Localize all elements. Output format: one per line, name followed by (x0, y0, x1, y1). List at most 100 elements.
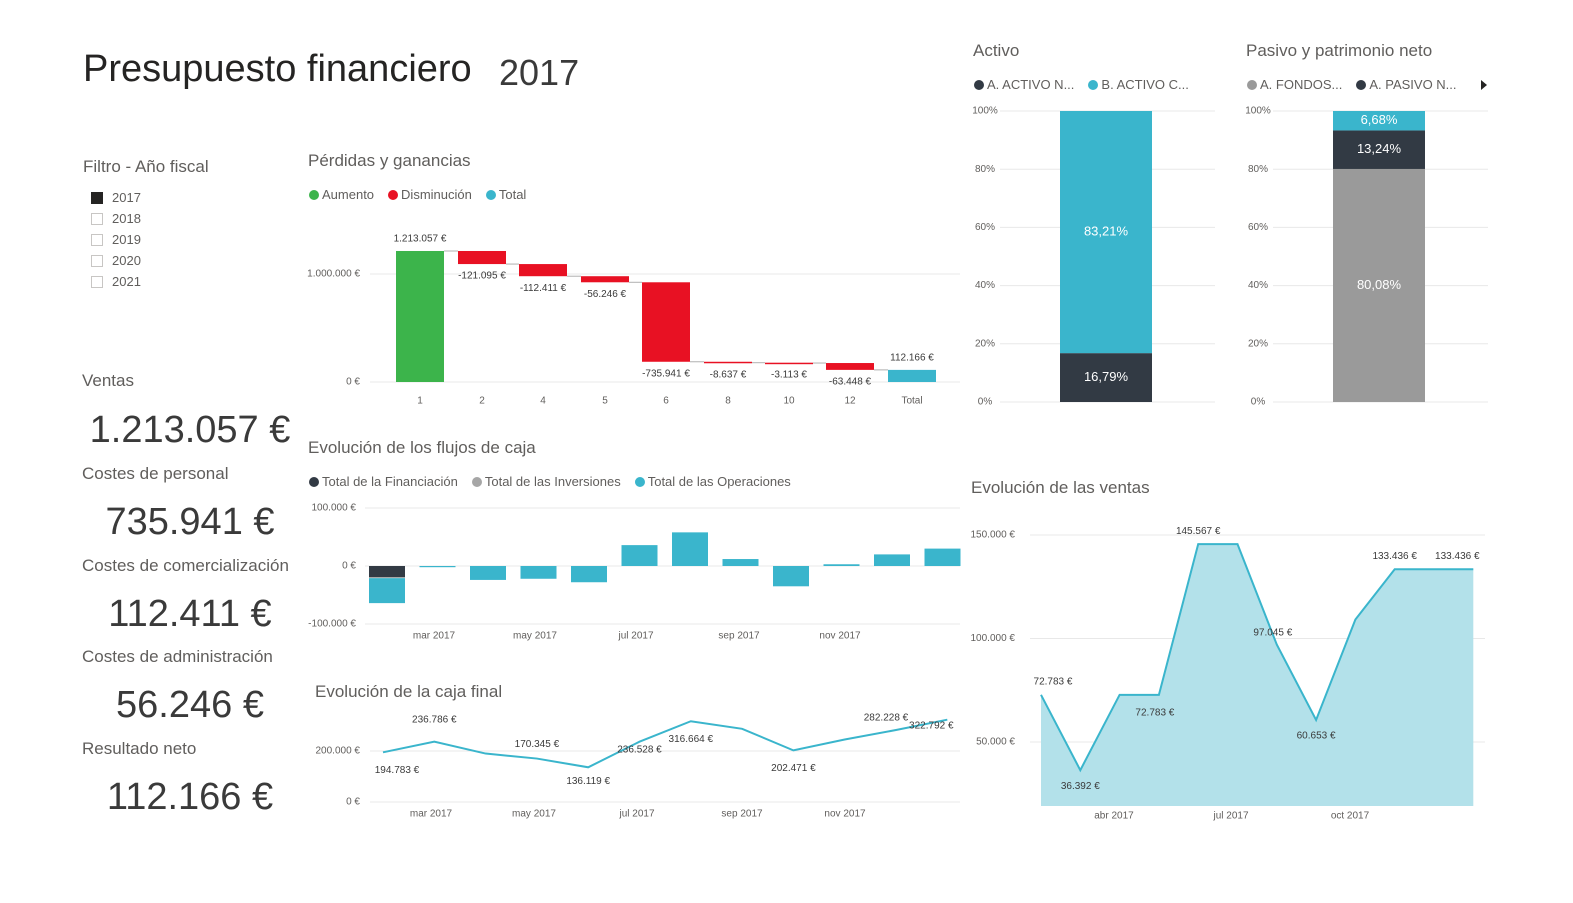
legend-dot-icon (974, 79, 984, 90)
x-tick-label: mar 2017 (413, 631, 456, 642)
ventas-area (1041, 544, 1474, 806)
cashflow-bar (621, 545, 658, 566)
caja-title: Evolución de la caja final (315, 682, 503, 701)
x-tick-label: mar 2017 (410, 809, 453, 820)
checkbox-icon[interactable] (91, 254, 103, 267)
x-tick-label: may 2017 (513, 631, 557, 642)
waterfall-bar (642, 282, 690, 362)
legend-item-activo-corriente[interactable]: B. ACTIVO C... (1088, 77, 1189, 92)
y-tick-label: 1.000.000 € (307, 269, 360, 280)
legend-item-disminucion[interactable]: Disminución (388, 187, 472, 202)
stacked-bar-segment (1060, 111, 1152, 354)
legend-dot-icon (309, 189, 319, 200)
x-tick-label: 5 (602, 396, 608, 407)
data-label: -8.637 € (710, 369, 747, 380)
waterfall-legend: Aumento Disminución Total (309, 187, 526, 202)
kpi-label: Costes de comercialización (82, 556, 289, 575)
kpi-value: 112.411 € (108, 593, 272, 635)
legend-label: Total de las Inversiones (484, 474, 621, 489)
legend-label: Total de la Financiación (322, 474, 458, 489)
x-tick-label: sep 2017 (721, 809, 763, 820)
waterfall-bar (826, 363, 874, 370)
x-tick-label: oct 2017 (1331, 811, 1370, 822)
x-tick-label: 6 (663, 396, 669, 407)
legend-item-activo-no-corriente[interactable]: A. ACTIVO N... (974, 77, 1074, 92)
pasivo-title: Pasivo y patrimonio neto (1246, 41, 1433, 60)
filter-option-2021[interactable]: 2021 (91, 271, 141, 292)
filter-option-2017[interactable]: 2017 (91, 187, 141, 208)
x-tick-label: abr 2017 (1094, 811, 1134, 822)
legend-item-inversiones[interactable]: Total de las Inversiones (471, 474, 621, 489)
legend-item-pasivo-no-corriente[interactable]: A. PASIVO N... (1356, 77, 1457, 92)
legend-item-aumento[interactable]: Aumento (309, 187, 374, 202)
activo-title: Activo (973, 41, 1020, 60)
kpi-value: 1.213.057 € (89, 409, 291, 451)
cashflow-bar (520, 566, 557, 579)
y-tick-label: -100.000 € (308, 619, 356, 630)
y-tick-label: 40% (1248, 280, 1268, 291)
data-label: 112.166 € (890, 353, 934, 364)
stacked-bar-segment (1333, 168, 1425, 402)
data-label: -63.448 € (829, 377, 872, 388)
legend-label: Aumento (322, 187, 375, 202)
legend-next-arrow-icon[interactable] (1481, 80, 1487, 90)
data-label: 97.045 € (1253, 627, 1292, 638)
cashflow-bar (369, 566, 405, 578)
segment-label: 13,24% (1357, 141, 1402, 156)
legend-dot-icon (388, 189, 399, 200)
waterfall-bar (458, 250, 506, 265)
waterfall-bar (519, 264, 567, 277)
cashflow-bar (672, 532, 708, 566)
waterfall-bar (765, 362, 813, 365)
kpi-label: Costes de personal (82, 464, 229, 483)
waterfall-bar (888, 369, 936, 382)
y-tick-label: 20% (1248, 338, 1268, 349)
page-title: Presupuesto financiero (83, 48, 472, 90)
x-tick-label: 1 (417, 396, 423, 407)
x-tick-label: nov 2017 (824, 809, 866, 820)
data-label: 36.392 € (1061, 781, 1100, 792)
y-tick-label: 60% (975, 222, 995, 233)
cashflow-legend: Total de la Financiación Total de las In… (309, 474, 791, 489)
data-label: 282.228 € (864, 713, 909, 724)
legend-label: A. PASIVO N... (1369, 77, 1457, 92)
legend-label: Total de las Operaciones (647, 474, 791, 489)
y-tick-label: 80% (975, 164, 995, 175)
data-label: 145.567 € (1176, 526, 1221, 537)
stacked-bar-segment (1333, 130, 1425, 169)
cashflow-bar (874, 554, 910, 566)
x-tick-label: 4 (540, 396, 546, 407)
cashflow-bar (571, 566, 607, 583)
data-label: 1.213.057 € (394, 234, 447, 245)
filter-option-2019[interactable]: 2019 (91, 229, 141, 250)
data-label: 72.783 € (1034, 676, 1073, 687)
legend-dot-icon (1088, 79, 1099, 90)
filter-option-2020[interactable]: 2020 (91, 250, 141, 271)
cashflow-bar (924, 548, 961, 566)
x-tick-label: nov 2017 (819, 631, 861, 642)
cashflow-bar (369, 577, 405, 579)
waterfall-bar (704, 361, 752, 364)
x-tick-label: jul 2017 (1212, 811, 1248, 822)
stacked-bar-segment (1333, 111, 1425, 131)
legend-item-fondos[interactable]: A. FONDOS... (1247, 77, 1342, 92)
cashflow-bar (773, 566, 809, 587)
data-label: -735.941 € (642, 368, 690, 379)
filter-option-2018[interactable]: 2018 (91, 208, 141, 229)
legend-item-operaciones[interactable]: Total de las Operaciones (634, 474, 791, 489)
x-tick-label: jul 2017 (617, 631, 653, 642)
pasivo-legend: A. FONDOS... A. PASIVO N... (1247, 77, 1457, 92)
checkbox-icon[interactable] (91, 233, 103, 246)
y-tick-label: 60% (1248, 222, 1268, 233)
checkbox-icon[interactable] (91, 212, 103, 225)
data-label: 133.436 € (1372, 551, 1417, 562)
checkbox-icon[interactable] (91, 275, 103, 288)
legend-item-total[interactable]: Total (485, 187, 527, 202)
waterfall-bar (396, 250, 444, 382)
legend-item-financiacion[interactable]: Total de la Financiación (309, 474, 458, 489)
data-label: 136.119 € (566, 776, 610, 787)
legend-dot-icon (471, 476, 482, 487)
legend-label: Total (498, 187, 527, 202)
checkbox-icon[interactable] (91, 191, 103, 204)
